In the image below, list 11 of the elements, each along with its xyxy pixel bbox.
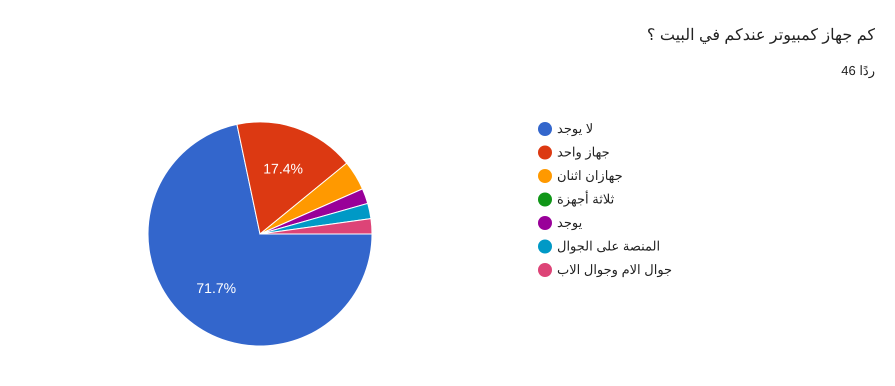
data-label: 71.7% bbox=[196, 280, 236, 296]
legend-label: جهازان اثنان bbox=[557, 168, 623, 184]
text: كم جهاز كمبيوتر عندكم في البيت ؟ bbox=[646, 27, 876, 44]
text: 46 ردًا bbox=[841, 63, 875, 79]
legend-label: جوال الام وجوال الاب bbox=[557, 262, 672, 278]
legend-label: ثلاثة أجهزة bbox=[557, 190, 615, 208]
data-label: 17.4% bbox=[263, 160, 303, 177]
legend-label: لا يوجد bbox=[557, 121, 594, 137]
legend-label: يوجد bbox=[557, 215, 583, 231]
legend-label: المنصة على الجوال bbox=[557, 238, 660, 254]
legend-label: جهاز واحد bbox=[557, 144, 610, 160]
